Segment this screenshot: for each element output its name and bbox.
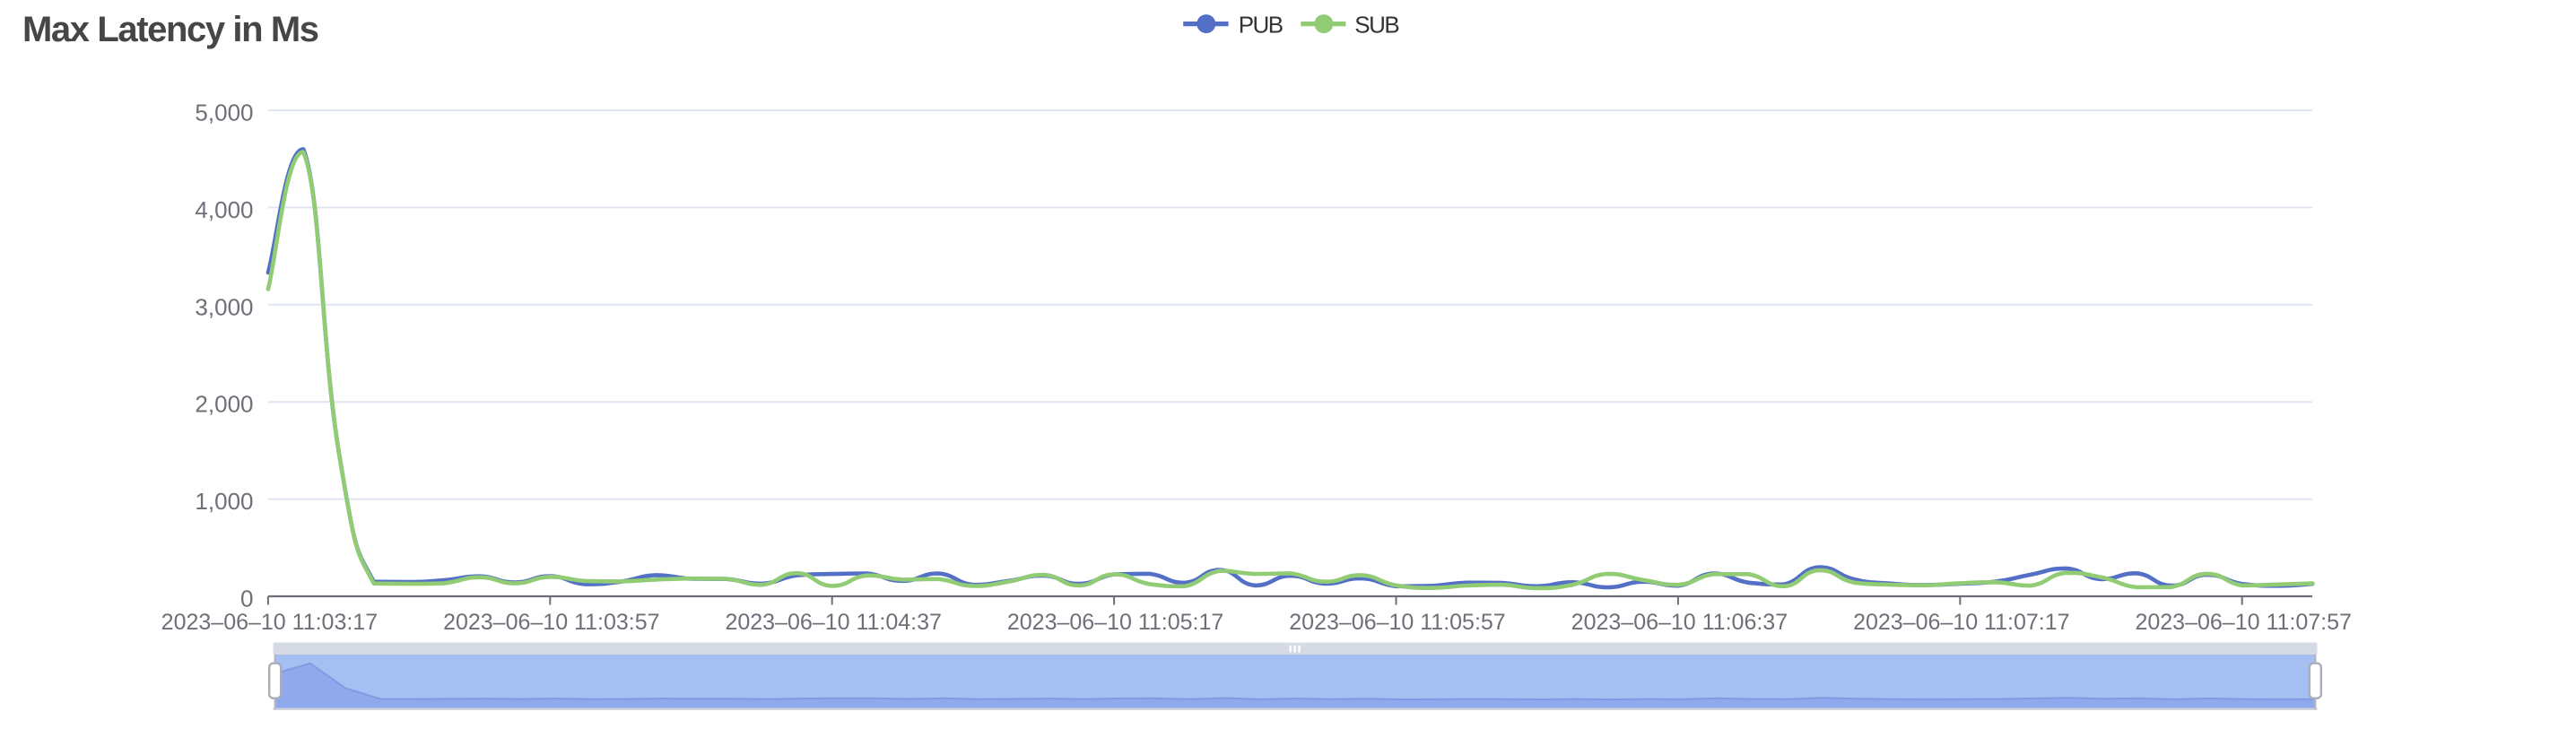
svg-text:4,000: 4,000 [195,196,253,223]
svg-text:2023–06–10 11:04:37: 2023–06–10 11:04:37 [725,610,941,635]
svg-text:3,000: 3,000 [195,293,253,320]
svg-text:2023–06–10 11:07:17: 2023–06–10 11:07:17 [1853,610,2069,635]
svg-text:2023–06–10 11:05:57: 2023–06–10 11:05:57 [1289,610,1505,635]
svg-text:1,000: 1,000 [195,488,253,515]
svg-text:2023–06–10 11:03:57: 2023–06–10 11:03:57 [443,610,659,635]
svg-text:Max Latency in Ms: Max Latency in Ms [22,10,318,49]
svg-text:5,000: 5,000 [195,100,253,126]
svg-text:0: 0 [240,586,253,612]
svg-text:2023–06–10 11:05:17: 2023–06–10 11:05:17 [1007,610,1223,635]
svg-text:2023–06–10 11:06:37: 2023–06–10 11:06:37 [1571,610,1788,635]
svg-text:PUB: PUB [1239,12,1283,39]
svg-text:2023–06–10 11:03:17: 2023–06–10 11:03:17 [161,610,378,635]
svg-text:SUB: SUB [1354,12,1398,39]
svg-text:2023–06–10 11:07:57: 2023–06–10 11:07:57 [2135,610,2351,635]
svg-text:2,000: 2,000 [195,391,253,418]
